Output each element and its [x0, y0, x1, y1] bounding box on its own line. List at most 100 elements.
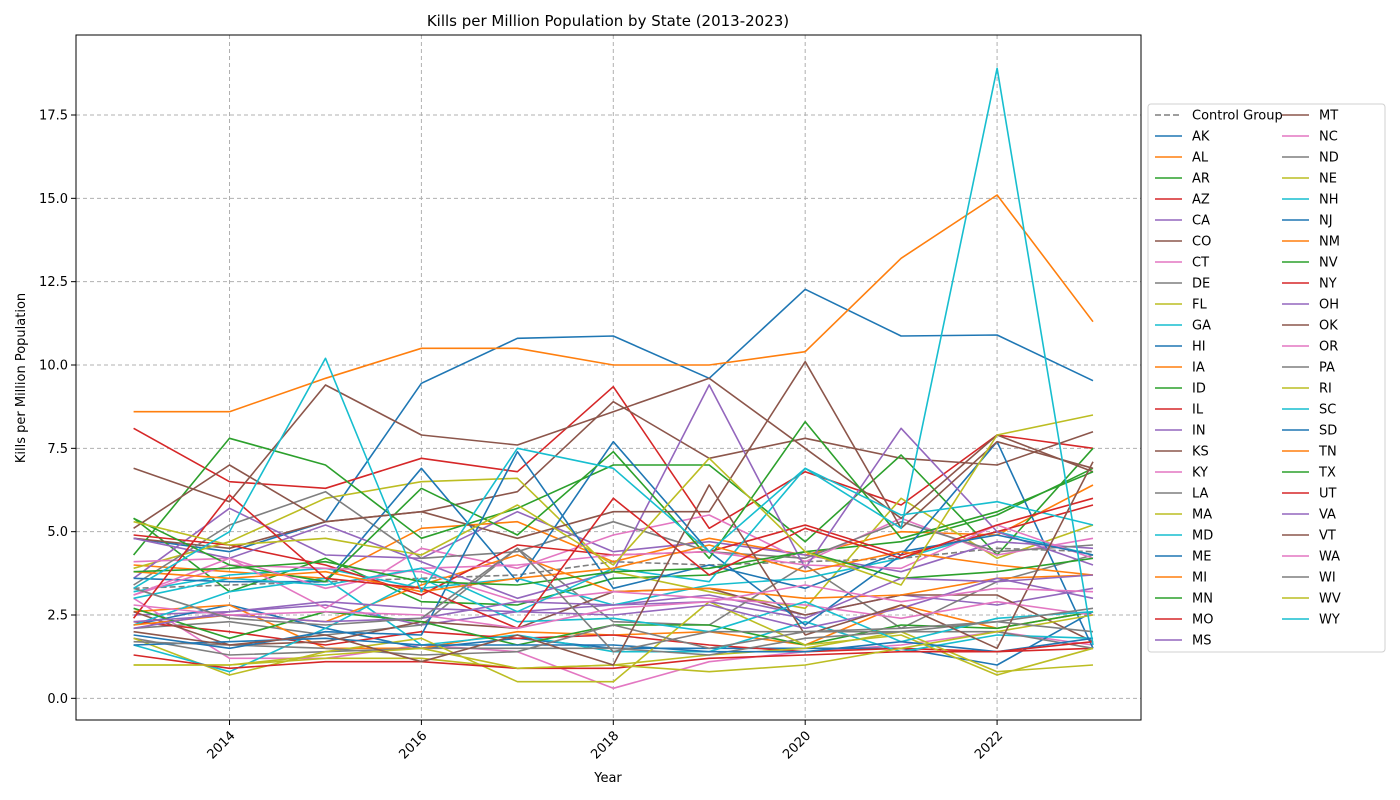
series-line-nj: [133, 637, 1094, 653]
series-line-nh: [133, 577, 1094, 673]
x-tick-label: 2020: [780, 728, 814, 762]
legend-label: WA: [1319, 550, 1340, 565]
legend-label: CT: [1192, 256, 1209, 271]
series-line-sd: [133, 450, 1094, 650]
legend-label: MI: [1192, 571, 1207, 586]
series-line-ny: [133, 640, 1094, 670]
series-line-tx: [133, 550, 1094, 586]
legend-label: TX: [1318, 466, 1336, 481]
y-tick-label: 10.0: [39, 359, 68, 374]
series-line-wi: [133, 547, 1094, 653]
series-line-wa: [133, 584, 1094, 630]
legend-label: WY: [1319, 613, 1340, 628]
legend-label: LA: [1192, 487, 1209, 502]
series-line-nc: [133, 564, 1094, 620]
y-tick-label: 0.0: [47, 692, 68, 707]
legend-label: KS: [1192, 445, 1209, 460]
y-tick-label: 15.0: [39, 192, 68, 207]
y-tick-label: 17.5: [39, 109, 68, 124]
legend-label: RI: [1319, 382, 1332, 397]
x-tick-label: 2018: [588, 728, 622, 762]
series-line-ak: [133, 288, 1094, 553]
legend-label: OR: [1319, 340, 1338, 355]
legend-label: HI: [1192, 340, 1206, 355]
y-axis-title: Kills per Million Population: [14, 293, 29, 463]
legend-label: CA: [1192, 214, 1210, 229]
legend-label: KY: [1192, 466, 1208, 481]
legend-label: MS: [1192, 634, 1211, 649]
series-line-pa: [133, 607, 1094, 656]
legend-label: CO: [1192, 235, 1211, 250]
series-line-tn: [133, 544, 1094, 593]
series-line-in: [133, 507, 1094, 579]
legend-label: SD: [1319, 424, 1337, 439]
legend-label: AR: [1192, 172, 1210, 187]
series-line-ar: [133, 467, 1094, 606]
x-tick-label: 2022: [972, 728, 1006, 762]
series-line-ky: [133, 514, 1094, 610]
legend-label: ID: [1192, 382, 1206, 397]
legend-label: MA: [1192, 508, 1212, 523]
legend-label: MT: [1319, 109, 1338, 124]
legend-label: WI: [1319, 571, 1336, 586]
legend-label: OH: [1319, 298, 1339, 313]
legend-label: NC: [1319, 130, 1338, 145]
series-line-oh: [133, 577, 1094, 630]
legend-label: NM: [1319, 235, 1340, 250]
y-tick-label: 2.5: [47, 609, 68, 624]
series-line-il: [133, 620, 1094, 653]
y-tick-label: 5.0: [47, 525, 68, 540]
legend-label: VT: [1319, 529, 1336, 544]
legend-label: TN: [1318, 445, 1337, 460]
legend-label: IA: [1192, 361, 1205, 376]
legend-label: PA: [1319, 361, 1335, 376]
series-line-or: [133, 524, 1094, 596]
legend-label: SC: [1319, 403, 1336, 418]
series-line-vt: [133, 461, 1094, 666]
legend-label: IL: [1192, 403, 1204, 418]
legend-label: AL: [1192, 151, 1209, 166]
x-axis-title: Year: [593, 771, 622, 786]
legend-label: DE: [1192, 277, 1210, 292]
series-line-mt: [133, 377, 1094, 520]
legend-entries: Control Group AK AL AR AZ CA CO CT DE FL GA HI IA ID I…: [1155, 109, 1341, 649]
legend-label: NH: [1319, 193, 1339, 208]
series-line-va: [133, 574, 1094, 623]
legend: Control Group AK AL AR AZ CA CO CT DE FL GA HI IA ID I…: [1147, 103, 1386, 653]
legend-label: AZ: [1192, 193, 1210, 208]
y-tick-label: 12.5: [39, 275, 68, 290]
series-line-ut: [132, 494, 1094, 630]
series-line-me: [133, 440, 1094, 649]
legend-label: MO: [1192, 613, 1213, 628]
legend-label: GA: [1192, 319, 1211, 334]
legend-label: ME: [1192, 550, 1211, 565]
legend-label: MN: [1192, 592, 1213, 607]
series-line-az: [133, 385, 1094, 530]
legend-label: ND: [1319, 151, 1339, 166]
legend-label: Control Group: [1192, 109, 1283, 124]
legend-box: [1147, 103, 1386, 653]
legend-label: NE: [1319, 172, 1337, 187]
legend-label: FL: [1192, 298, 1207, 313]
legend-label: NV: [1319, 256, 1338, 271]
series-line-co: [133, 400, 1094, 550]
series-line-wv: [133, 414, 1094, 586]
legend-label: MD: [1192, 529, 1213, 544]
legend-label: IN: [1192, 424, 1206, 439]
x-tick-label: 2016: [396, 728, 430, 762]
legend-label: UT: [1319, 487, 1337, 502]
chart-title: Kills per Million Population by State (2…: [427, 12, 789, 30]
legend-label: NJ: [1319, 214, 1333, 229]
series-line-id: [132, 437, 1094, 556]
y-tick-label: 7.5: [47, 442, 68, 457]
series-line-ok: [133, 360, 1094, 540]
legend-label: WV: [1319, 592, 1341, 607]
plot-area: [75, 34, 1142, 721]
series-lines: [132, 67, 1094, 690]
legend-label: VA: [1319, 508, 1336, 523]
legend-label: AK: [1192, 130, 1210, 145]
x-tick-label: 2014: [205, 728, 239, 762]
legend-label: NY: [1319, 277, 1337, 292]
series-line-wy: [133, 67, 1094, 646]
